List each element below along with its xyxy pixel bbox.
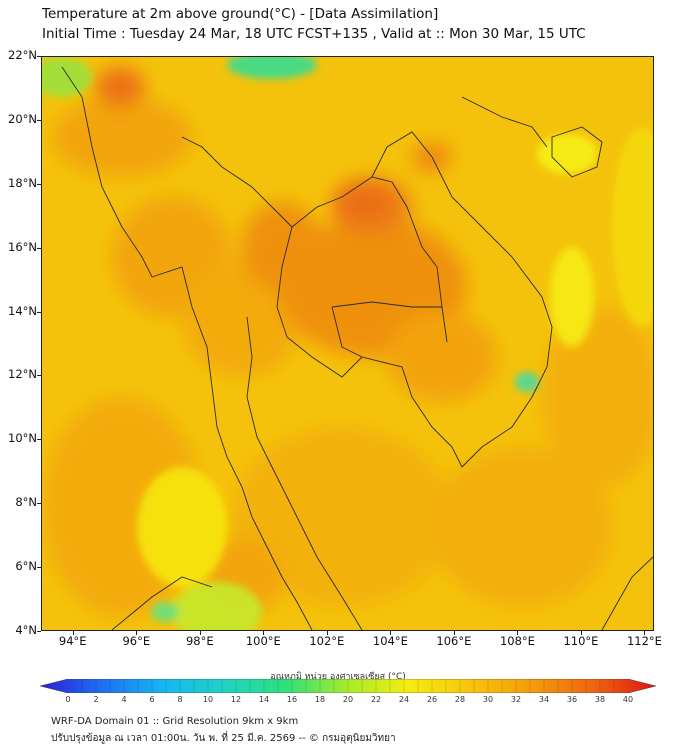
map-canvas xyxy=(42,57,653,630)
lon-label: 112°E xyxy=(626,634,662,648)
lat-label: 18°N xyxy=(8,175,37,190)
colorbar-tick-label: 2 xyxy=(93,695,99,704)
lon-tick xyxy=(326,631,328,635)
temperature-field xyxy=(42,57,653,630)
colorbar-tick-label: 0 xyxy=(65,695,71,704)
colorbar-tick-label: 22 xyxy=(370,695,382,704)
map-subtitle: Initial Time : Tuesday 24 Mar, 18 UTC FC… xyxy=(42,26,586,42)
coastlines-and-borders xyxy=(61,66,653,630)
lat-label: 8°N xyxy=(15,495,37,510)
lon-tick xyxy=(580,631,582,635)
colorbar-tick-label: 16 xyxy=(286,695,298,704)
lat-tick xyxy=(37,247,41,249)
lat-label: 12°N xyxy=(8,367,37,382)
colorbar-tick-label: 32 xyxy=(510,695,522,704)
colorbar-tick-label: 14 xyxy=(258,695,270,704)
lat-tick xyxy=(37,56,41,57)
lon-label: 108°E xyxy=(499,634,535,648)
colorbar-tick-label: 12 xyxy=(230,695,242,704)
colorbar-tick-label: 30 xyxy=(482,695,494,704)
lon-tick xyxy=(453,631,455,635)
footer-update-info: ปรับปรุงข้อมูล ณ เวลา 01:00น. วัน พ. ที่… xyxy=(51,733,396,744)
colorbar-gradient xyxy=(40,679,656,693)
colorbar-tick-label: 18 xyxy=(314,695,326,704)
lon-label: 102°E xyxy=(309,634,345,648)
colorbar-tick-label: 40 xyxy=(622,695,634,704)
lon-tick xyxy=(517,631,519,635)
colorbar-tick-label: 38 xyxy=(594,695,606,704)
lat-label: 6°N xyxy=(15,559,37,574)
colorbar-tick-label: 8 xyxy=(177,695,183,704)
colorbar-tick-label: 36 xyxy=(566,695,578,704)
lat-tick xyxy=(37,439,41,441)
lat-tick xyxy=(37,375,41,377)
lon-tick xyxy=(390,631,392,635)
lon-label: 98°E xyxy=(185,634,214,648)
lat-label: 16°N xyxy=(8,239,37,254)
lat-label: 22°N xyxy=(8,48,37,62)
lon-label: 110°E xyxy=(563,634,599,648)
lon-label: 94°E xyxy=(58,634,87,648)
colorbar-tick-label: 26 xyxy=(426,695,438,704)
colorbar-tick-label: 34 xyxy=(538,695,550,704)
colorbar-tick-label: 10 xyxy=(202,695,214,704)
lon-tick xyxy=(644,631,646,635)
colorbar-tick-label: 6 xyxy=(149,695,155,704)
lon-label: 100°E xyxy=(245,634,281,648)
footer-model-info: WRF-DA Domain 01 :: Grid Resolution 9km … xyxy=(51,716,299,727)
lat-label: 4°N xyxy=(15,623,37,637)
colorbar xyxy=(40,679,656,693)
colorbar-title: อุณหภูมิ หน่วย องศาเซลเซียส (°C) xyxy=(270,672,406,682)
lat-label: 10°N xyxy=(8,431,37,446)
lat-tick xyxy=(37,183,41,185)
colorbar-tick-label: 28 xyxy=(454,695,466,704)
lat-tick xyxy=(37,503,41,505)
lon-tick xyxy=(72,631,74,635)
lat-tick xyxy=(37,311,41,313)
lon-tick xyxy=(263,631,265,635)
lat-tick xyxy=(37,567,41,569)
temperature-map[interactable] xyxy=(41,56,654,631)
lat-label: 20°N xyxy=(8,111,37,126)
lon-label: 104°E xyxy=(372,634,408,648)
colorbar-tick-label: 4 xyxy=(121,695,127,704)
map-title: Temperature at 2m above ground(°C) - [Da… xyxy=(42,6,439,22)
lat-tick xyxy=(37,631,41,632)
lon-tick xyxy=(199,631,201,635)
lat-tick xyxy=(37,119,41,121)
lon-tick xyxy=(136,631,138,635)
colorbar-tick-label: 20 xyxy=(342,695,354,704)
colorbar-tick-label: 24 xyxy=(398,695,410,704)
lat-label: 14°N xyxy=(8,303,37,318)
lon-label: 106°E xyxy=(436,634,472,648)
lon-label: 96°E xyxy=(122,634,151,648)
